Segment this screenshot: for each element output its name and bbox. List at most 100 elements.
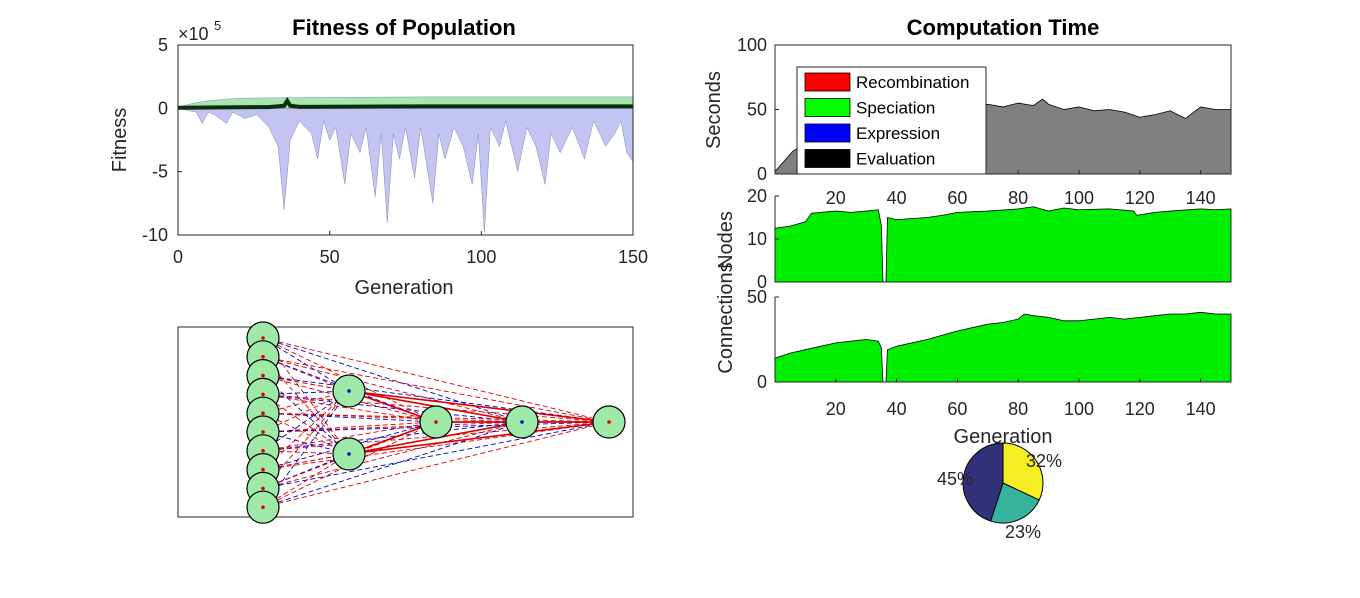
legend-label: Speciation	[856, 99, 935, 118]
connections-ytick-label: 0	[757, 372, 767, 392]
network-edge	[262, 356, 523, 423]
time-ylabel: Seconds	[703, 71, 725, 149]
nodes-tick-labels: 20 10 0	[747, 186, 779, 292]
network-edge	[262, 356, 610, 423]
network-node-marker	[261, 355, 265, 359]
fitness-plot-area	[177, 96, 634, 233]
connections-xtick-label: 80	[1008, 399, 1028, 419]
legend-swatch	[804, 72, 851, 92]
pie-slice-label: 45%	[937, 469, 973, 489]
network-edge	[262, 453, 350, 508]
network-node-marker	[261, 411, 265, 416]
fitness-ytick-label: -10	[142, 225, 168, 245]
fitness-xtick-label: 150	[618, 247, 648, 267]
network-node-marker	[347, 452, 351, 456]
time-xtick-label: 120	[1125, 188, 1155, 208]
legend-swatch	[804, 123, 851, 143]
fitness-exponent-power: 5	[214, 18, 221, 33]
network-node-marker	[261, 430, 265, 434]
fitness-mean-line	[177, 96, 633, 110]
network-node-marker	[607, 420, 611, 424]
network-edge	[262, 450, 350, 455]
nodes-ylabel: Nodes	[715, 211, 737, 269]
time-xtick-label: 100	[1064, 188, 1094, 208]
network-edge	[262, 375, 610, 423]
network-edge	[262, 337, 523, 423]
nodes-ytick-label: 20	[747, 186, 767, 206]
network-edge	[348, 390, 610, 423]
legend-items: Recombination Speciation Expression Evaluat…	[804, 72, 969, 169]
network-node-marker	[261, 486, 265, 491]
network-node-marker	[261, 373, 265, 378]
network-edge	[262, 393, 610, 423]
network-edge	[262, 421, 523, 489]
fitness-ytick-label: -5	[152, 162, 168, 182]
connections-xlabel: Generation	[954, 426, 1053, 448]
fitness-xtick-label: 50	[320, 247, 340, 267]
time-ytick-label: 0	[757, 164, 767, 184]
time-xtick-label: 140	[1186, 188, 1216, 208]
pie-slice-label: 23%	[1005, 522, 1041, 542]
fitness-exponent-base: ×10	[178, 24, 209, 44]
network-node-marker	[434, 420, 438, 424]
connections-tick-labels: 50 0 20 40 60 80 100 120 140	[747, 287, 1216, 419]
fitness-min-band	[177, 108, 634, 233]
network-edge	[262, 421, 610, 471]
network-diagram	[177, 321, 634, 524]
connections-area	[774, 311, 1232, 383]
connections-xtick-label: 100	[1064, 399, 1094, 419]
fitness-axes-box	[177, 44, 634, 236]
connections-ytick-label: 50	[747, 287, 767, 307]
network-node-marker	[261, 467, 265, 472]
network-edge	[262, 393, 437, 423]
network-node-marker	[261, 449, 265, 453]
network-edge	[262, 421, 610, 508]
network-node-marker	[520, 420, 524, 424]
pie-slice	[962, 442, 1004, 522]
time-ytick-label: 100	[737, 35, 767, 55]
time-xtick-label: 20	[826, 188, 846, 208]
legend-label: Expression	[856, 124, 940, 143]
connections-ylabel: Connections	[715, 262, 737, 373]
time-xtick-label: 60	[947, 188, 967, 208]
pie-slice	[1002, 442, 1044, 501]
network-edge	[262, 412, 610, 423]
time-ytick-label: 50	[747, 100, 767, 120]
legend-swatch	[804, 98, 851, 117]
nodes-area	[774, 206, 1232, 283]
network-edge	[262, 393, 523, 423]
network-edge	[262, 390, 350, 452]
network-edge	[348, 421, 610, 455]
network-edge	[262, 390, 350, 489]
connections-xtick-label: 20	[826, 399, 846, 419]
network-edge	[262, 421, 610, 433]
fitness-xtick-label: 100	[466, 247, 496, 267]
legend-swatch	[804, 149, 851, 168]
time-xtick-label: 40	[887, 188, 907, 208]
fitness-xtick-label: 0	[173, 247, 183, 267]
connections-xtick-label: 140	[1186, 399, 1216, 419]
network-edge	[262, 421, 437, 452]
legend-label: Evaluation	[856, 150, 935, 169]
pie-slice	[990, 482, 1040, 524]
network-edge	[262, 421, 610, 489]
time-legend: Recombination Speciation Expression Evaluat…	[796, 66, 987, 175]
nodes-ytick-label: 0	[757, 272, 767, 292]
nodes-plot-area	[774, 206, 1232, 283]
legend-label: Recombination	[856, 73, 969, 92]
fitness-xlabel: Generation	[355, 277, 454, 299]
fitness-ylabel: Fitness	[109, 108, 131, 172]
network-edge	[262, 390, 350, 395]
fitness-ytick-label: 0	[158, 98, 168, 118]
connections-plot-area	[774, 311, 1232, 383]
connections-xtick-label: 40	[887, 399, 907, 419]
network-edge	[262, 337, 610, 423]
network-graph	[246, 321, 626, 524]
network-node-marker	[261, 505, 265, 510]
